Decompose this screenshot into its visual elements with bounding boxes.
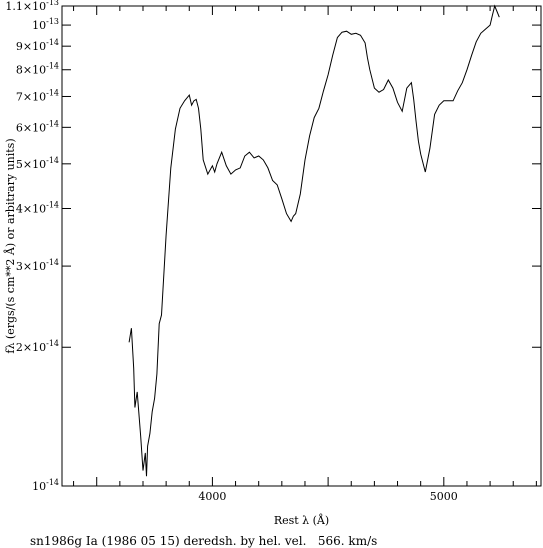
y-tick-label: 8×10-14 xyxy=(16,62,59,77)
y-tick-label: 10-14 xyxy=(32,478,59,493)
x-tick-label: 4000 xyxy=(198,490,226,503)
x-tick-labels: 4000 5000 xyxy=(198,490,457,503)
y-tick-label: 1.1×10-13 xyxy=(5,0,59,13)
y-tick-label: 7×10-14 xyxy=(16,88,59,103)
y-axis-title: fλ (ergs/(s cm**2 Å) or arbitrary units) xyxy=(3,138,17,353)
y-tick-labels: 10-14 2×10-14 3×10-14 4×10-14 5×10-14 6×10-14… xyxy=(5,0,59,493)
y-tick-label: 4×10-14 xyxy=(16,200,59,215)
y-tick-label: 9×10-14 xyxy=(16,38,59,53)
spectrum-line xyxy=(128,4,500,477)
y-tick-label: 6×10-14 xyxy=(16,119,59,134)
axis-ticks xyxy=(62,5,541,487)
y-tick-label: 3×10-14 xyxy=(16,258,59,273)
x-tick-label: 5000 xyxy=(430,490,458,503)
plot-frame xyxy=(61,5,542,487)
y-tick-label: 5×10-14 xyxy=(16,156,59,171)
y-tick-label: 2×10-14 xyxy=(16,339,59,354)
chart-caption: sn1986g Ia (1986 05 15) deredsh. by hel.… xyxy=(30,534,378,548)
y-tick-label: 10-13 xyxy=(32,17,59,32)
x-axis-title: Rest λ (Å) xyxy=(274,513,329,527)
